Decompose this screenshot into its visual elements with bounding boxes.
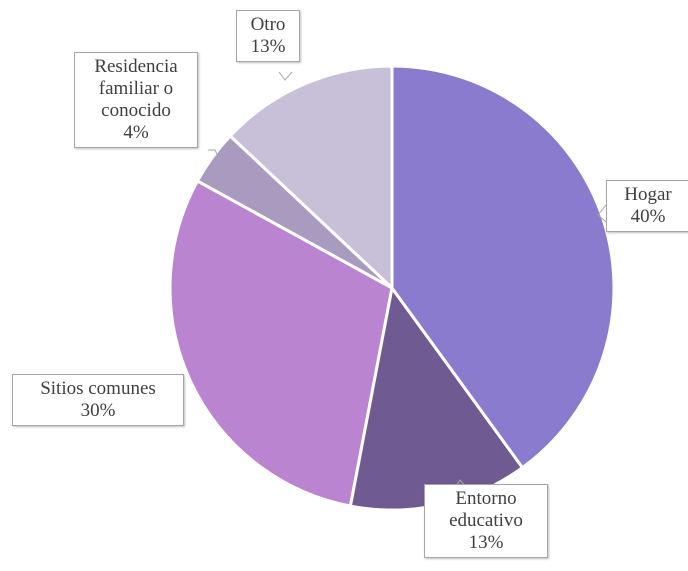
pointer: [208, 149, 221, 161]
data-label: Entorno educativo 13%: [424, 484, 548, 558]
label-value: 13%: [468, 532, 504, 553]
slice: [168, 179, 394, 508]
data-label: Hogar 40%: [606, 180, 688, 232]
label-value: 40%: [630, 206, 666, 227]
label-name: Hogar: [624, 184, 672, 205]
label-value: 13%: [250, 36, 286, 57]
label-value: 30%: [80, 400, 116, 421]
data-label: Sitios comunes 30%: [12, 374, 184, 426]
label-name: Sitios comunes: [40, 378, 156, 399]
pointer: [597, 204, 607, 223]
label-name: Entorno educativo: [449, 488, 523, 531]
slice: [228, 64, 394, 292]
label-value: 4%: [123, 122, 149, 143]
data-label: Residencia familiar o conocido 4%: [74, 52, 198, 148]
label-name: Residencia familiar o conocido: [94, 56, 178, 121]
label-name: Otro: [250, 14, 286, 35]
data-label: Otro 13%: [236, 10, 300, 62]
pointer: [278, 71, 293, 81]
